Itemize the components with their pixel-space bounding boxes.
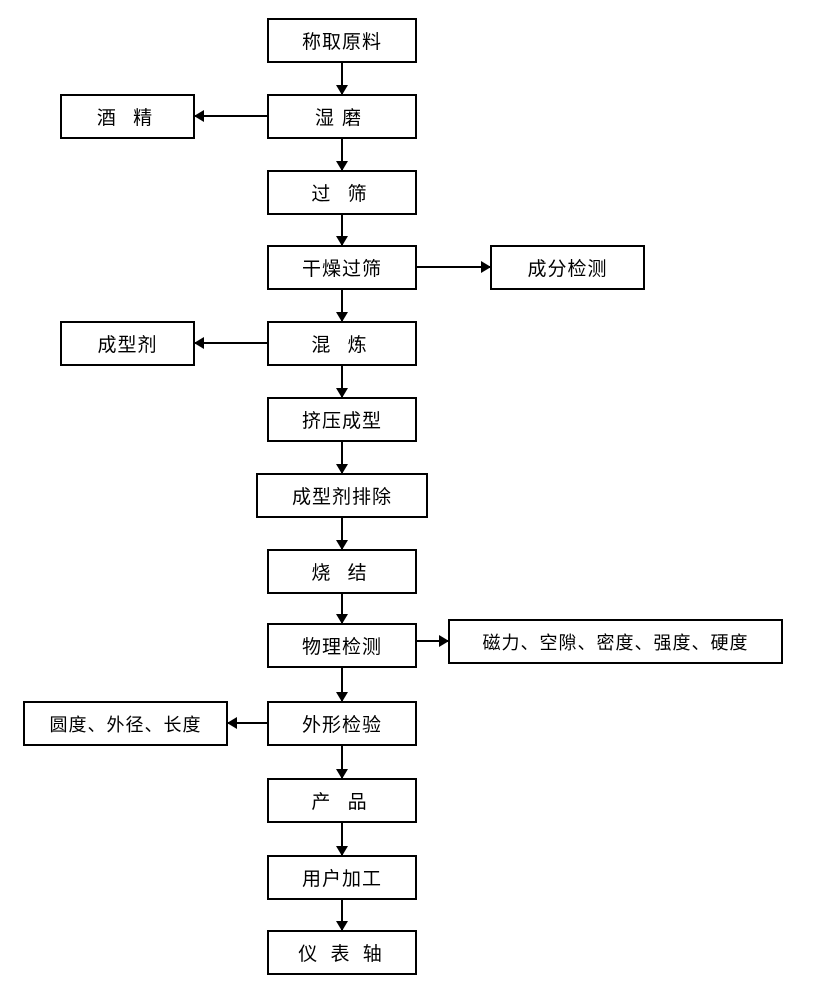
step-label: 外形检验 [302, 710, 382, 737]
step-label: 混 炼 [311, 330, 372, 357]
step-user-processing: 用户加工 [267, 855, 417, 900]
arrow-down [341, 518, 343, 549]
step-raw-materials: 称取原料 [267, 18, 417, 63]
arrow-down [341, 900, 343, 930]
step-label: 称取原料 [302, 27, 382, 54]
arrow-down [341, 746, 343, 778]
step-instrument-shaft: 仪 表 轴 [267, 930, 417, 975]
side-label: 酒 精 [97, 103, 158, 130]
step-label: 成型剂排除 [292, 482, 392, 509]
arrow-down [341, 442, 343, 473]
step-binder-removal: 成型剂排除 [256, 473, 428, 518]
arrow-down [341, 215, 343, 245]
arrow-down [341, 823, 343, 855]
step-label: 过 筛 [311, 179, 372, 206]
arrow-left [228, 722, 267, 724]
arrow-right [417, 266, 490, 268]
arrow-left [195, 342, 267, 344]
step-sieving: 过 筛 [267, 170, 417, 215]
arrow-left [195, 115, 267, 117]
step-label: 干燥过筛 [302, 254, 382, 281]
step-label: 湿磨 [315, 103, 369, 130]
arrow-down [341, 668, 343, 701]
step-label: 物理检测 [302, 632, 382, 659]
step-dry-sieve: 干燥过筛 [267, 245, 417, 290]
step-extrusion: 挤压成型 [267, 397, 417, 442]
side-label: 磁力、空隙、密度、强度、硬度 [483, 629, 749, 655]
side-binder: 成型剂 [60, 321, 195, 366]
arrow-down [341, 366, 343, 397]
step-label: 烧 结 [311, 558, 372, 585]
step-label: 仪 表 轴 [298, 939, 386, 966]
step-label: 用户加工 [302, 864, 382, 891]
side-label: 圆度、外径、长度 [50, 711, 202, 737]
side-label: 成分检测 [527, 254, 607, 281]
step-label: 挤压成型 [302, 406, 382, 433]
side-alcohol: 酒 精 [60, 94, 195, 139]
side-shape-properties: 圆度、外径、长度 [23, 701, 228, 746]
side-physical-properties: 磁力、空隙、密度、强度、硬度 [448, 619, 783, 664]
step-physical-test: 物理检测 [267, 623, 417, 668]
arrow-down [341, 594, 343, 623]
step-product: 产 品 [267, 778, 417, 823]
step-shape-inspection: 外形检验 [267, 701, 417, 746]
step-sintering: 烧 结 [267, 549, 417, 594]
side-label: 成型剂 [97, 330, 157, 357]
step-mixing: 混 炼 [267, 321, 417, 366]
arrow-right [417, 640, 448, 642]
step-wet-grinding: 湿磨 [267, 94, 417, 139]
arrow-down [341, 290, 343, 321]
side-component-test: 成分检测 [490, 245, 645, 290]
arrow-down [341, 139, 343, 170]
arrow-down [341, 63, 343, 94]
step-label: 产 品 [311, 787, 372, 814]
